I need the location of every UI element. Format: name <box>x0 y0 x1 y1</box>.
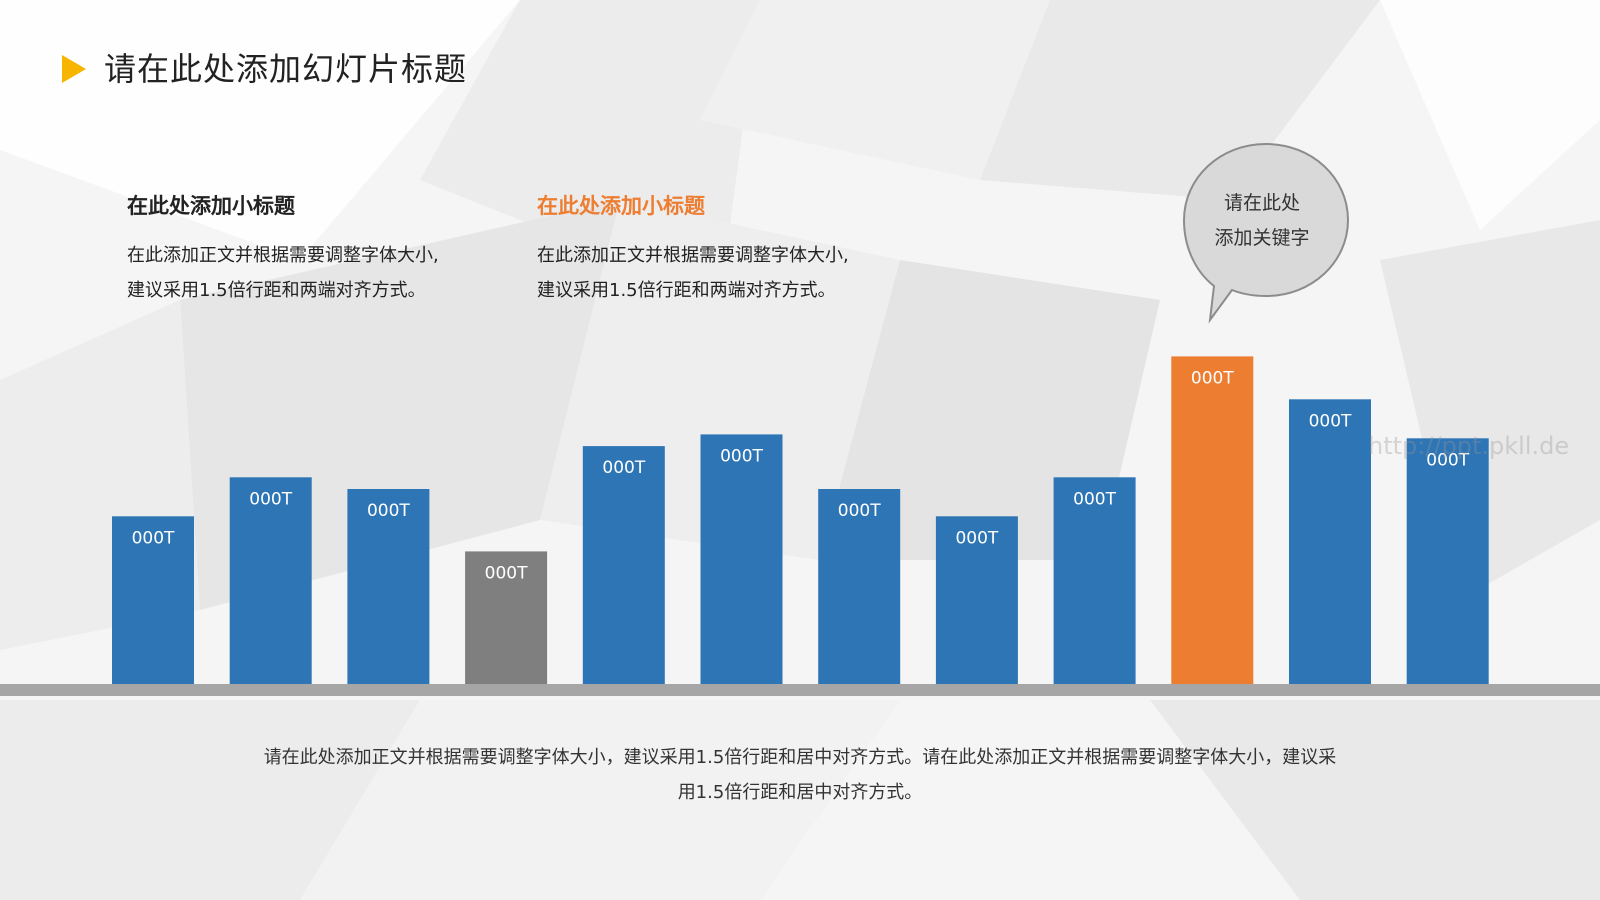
bar-label-9: 000T <box>1073 489 1116 509</box>
bar-5 <box>582 446 665 684</box>
bar-label-4: 000T <box>485 563 528 583</box>
chart-baseline <box>0 684 1600 696</box>
bar-label-5: 000T <box>602 458 645 478</box>
block-body-line: 建议采用1.5倍行距和两端对齐方式。 <box>127 280 426 301</box>
page-title: 请在此处添加幻灯片标题 <box>104 50 468 88</box>
bar-9 <box>1053 477 1136 684</box>
bar-label-10: 000T <box>1191 368 1234 388</box>
bar-label-7: 000T <box>838 501 881 521</box>
watermark: http://ppt.pkll.de <box>1368 432 1570 460</box>
bar-2 <box>229 477 312 684</box>
bar-6 <box>700 434 783 684</box>
bar-10 <box>1171 356 1254 684</box>
block-body-line: 建议采用1.5倍行距和两端对齐方式。 <box>537 280 836 301</box>
block-subtitle: 在此处添加小标题 <box>537 194 705 218</box>
text-block-1: 在此处添加小标题 在此添加正文并根据需要调整字体大小, 建议采用1.5倍行距和两… <box>127 190 507 308</box>
bar-1 <box>112 516 194 684</box>
bar-11 <box>1289 399 1371 684</box>
bar-4 <box>465 551 548 684</box>
text-block-2: 在此处添加小标题 在此添加正文并根据需要调整字体大小, 建议采用1.5倍行距和两… <box>537 190 917 308</box>
bar-8 <box>935 516 1018 684</box>
block-body: 在此添加正文并根据需要调整字体大小, 建议采用1.5倍行距和两端对齐方式。 <box>537 238 917 308</box>
bar-label-6: 000T <box>720 446 763 466</box>
bottom-body-text: 请在此处添加正文并根据需要调整字体大小，建议采用1.5倍行距和居中对齐方式。请在… <box>190 740 1410 810</box>
block-body-line: 在此添加正文并根据需要调整字体大小, <box>127 245 439 266</box>
bar-label-1: 000T <box>132 528 175 548</box>
speech-bubble-icon <box>1182 142 1350 324</box>
bar-label-8: 000T <box>955 528 998 548</box>
block-body: 在此添加正文并根据需要调整字体大小, 建议采用1.5倍行距和两端对齐方式。 <box>127 238 507 308</box>
bubble-line: 添加关键字 <box>1214 227 1310 249</box>
bar-label-3: 000T <box>367 501 410 521</box>
bar-label-11: 000T <box>1309 411 1352 431</box>
bar-12 <box>1406 438 1489 684</box>
bar-7 <box>818 489 901 684</box>
block-subtitle: 在此处添加小标题 <box>127 194 295 218</box>
bottom-body-line: 用1.5倍行距和居中对齐方式。 <box>677 782 923 803</box>
bubble-line: 请在此处 <box>1223 192 1300 214</box>
title-triangle-icon <box>62 55 86 83</box>
bar-label-2: 000T <box>249 489 292 509</box>
bubble-keyword: 请在此处 添加关键字 <box>1190 186 1334 256</box>
bar-label-12: 000T <box>1426 450 1469 470</box>
block-body-line: 在此添加正文并根据需要调整字体大小, <box>537 245 849 266</box>
bottom-body-line: 请在此处添加正文并根据需要调整字体大小，建议采用1.5倍行距和居中对齐方式。请在… <box>263 747 1337 768</box>
bar-3 <box>347 489 430 684</box>
